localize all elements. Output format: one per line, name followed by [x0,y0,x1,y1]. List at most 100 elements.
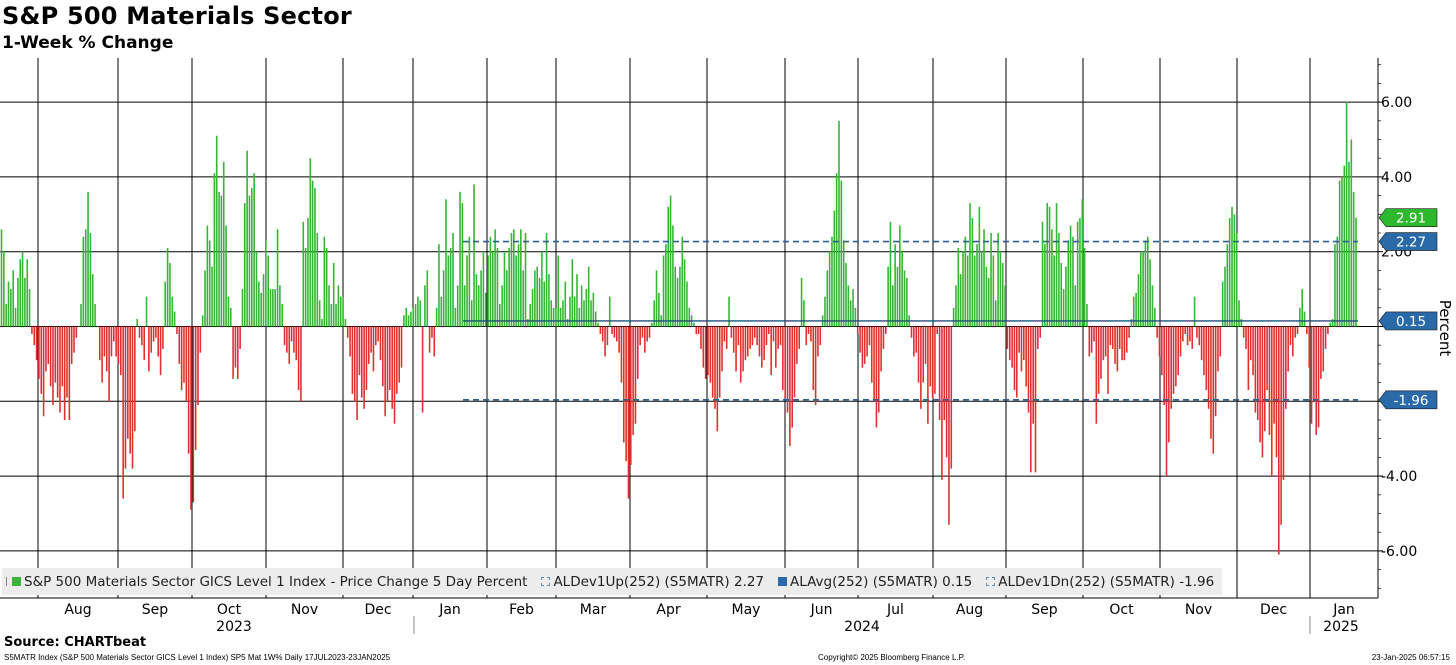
bar [583,300,585,327]
bar [826,270,829,327]
bar [262,274,265,327]
bar [1334,244,1336,327]
bar [927,326,929,424]
bar [321,319,323,327]
bar [96,326,99,327]
value-tag-label: -1.96 [1394,393,1429,409]
bar [1006,326,1009,349]
bar [1224,266,1226,327]
legend-label: ALAvg(252) (S5MATR) 0.15 [790,573,973,590]
bar [1100,326,1102,379]
bar [162,326,164,349]
bar [66,326,68,398]
bar [1076,221,1079,327]
legend-item-avg: ALAvg(252) (S5MATR) 0.15 [778,574,972,590]
bar [220,195,223,327]
bar [112,326,115,342]
bar [875,326,878,428]
bar [192,326,195,503]
y-axis-label: Percent [1436,300,1454,357]
bar [845,262,847,327]
bar [847,285,850,327]
bar [672,225,674,327]
bar [658,292,660,327]
bar [639,326,641,346]
bar [1322,326,1325,372]
bar [1331,319,1334,327]
bar [1048,206,1051,327]
bar [255,251,258,327]
bar [491,251,494,327]
bar [286,326,288,353]
bar [674,266,677,327]
bar [21,251,24,327]
bar [1137,274,1140,327]
bar [964,236,967,327]
bar [957,247,960,327]
bar [938,326,941,420]
bar [311,180,314,327]
bar [894,244,896,327]
bar [1030,326,1032,473]
bar [1142,251,1144,327]
bar [332,262,335,327]
bar [215,135,218,327]
bar [141,326,143,346]
bar [148,326,150,372]
legend-swatch-dashed [541,577,551,586]
bar [1144,240,1147,327]
bar [384,326,386,417]
bar [136,319,138,327]
bar [28,289,31,327]
bar [45,326,47,372]
bar [232,326,234,379]
y-tick-label: -6.00 [1381,544,1417,560]
x-month-label: Dec [1260,602,1287,618]
bar [468,236,471,327]
bar [108,326,110,402]
bar [403,315,405,327]
bar [835,173,838,327]
bar [70,326,73,364]
bar [150,326,153,353]
bar [1289,326,1292,346]
bar [103,326,106,357]
bar [501,285,503,327]
bar [1060,262,1063,327]
bar [17,277,19,327]
bar [941,326,943,480]
bar [1343,165,1346,327]
bar [295,326,298,361]
bar [770,326,772,376]
bar [1299,307,1301,327]
x-month-label: Jan [438,602,461,618]
x-month-label: Apr [656,602,680,618]
bar [1310,326,1313,424]
bar [1121,326,1123,361]
bar [1266,326,1268,391]
bar [983,229,985,327]
bar [1135,292,1137,327]
bar [155,326,157,338]
bar [529,304,531,327]
bar [377,326,379,342]
bar [789,326,791,447]
bar [718,326,721,398]
bar [1214,326,1217,417]
bar [791,326,794,428]
bar [1329,322,1332,327]
bar [185,326,188,402]
bar [1179,326,1182,357]
bar [1083,247,1086,327]
bar [431,326,433,338]
bar [814,326,817,406]
bar [1053,255,1056,327]
x-month-label: Aug [64,602,91,618]
bar [75,326,78,338]
bar [31,326,33,334]
bar [318,300,321,327]
bar [772,326,775,342]
legend-label: ALDev1Dn(252) (S5MATR) -1.96 [998,573,1215,590]
bar [1079,218,1081,327]
bar [987,277,990,327]
